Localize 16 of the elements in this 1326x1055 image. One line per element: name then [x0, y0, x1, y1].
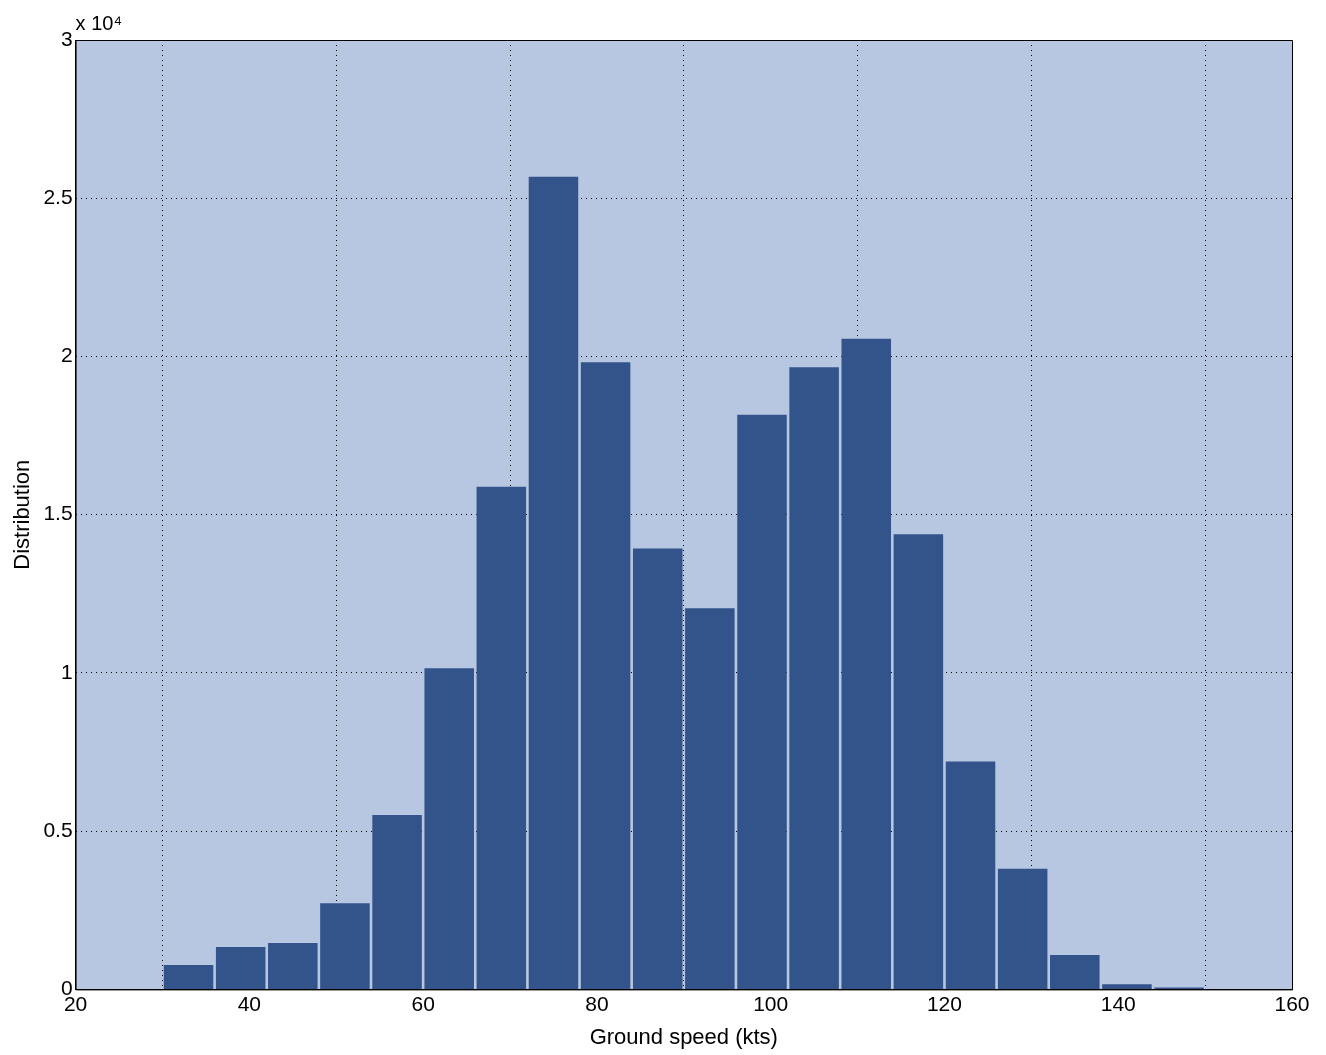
x-tick-label: 140: [1100, 991, 1136, 1015]
x-tick-label: 80: [585, 991, 609, 1015]
text: x 10⁴: [75, 11, 122, 34]
y-tick-label: 0.5: [43, 817, 73, 841]
y-tick-label: 1.5: [43, 501, 73, 525]
x-tick-label: 120: [926, 991, 962, 1015]
x-tick-label: 60: [411, 991, 435, 1015]
y-axis-title: Distribution: [9, 459, 35, 570]
y-tick-label: 2: [60, 343, 73, 367]
y-tick-label: 1: [60, 659, 73, 683]
y-tick-label: 3: [60, 26, 73, 50]
x-tick-label: 160: [1274, 991, 1310, 1015]
x-tick-label: 40: [237, 991, 262, 1015]
x-axis-title: Ground speed (kts): [589, 1023, 778, 1049]
x-tick-label: 100: [753, 991, 789, 1015]
y-tick-label: 2.5: [43, 185, 73, 209]
